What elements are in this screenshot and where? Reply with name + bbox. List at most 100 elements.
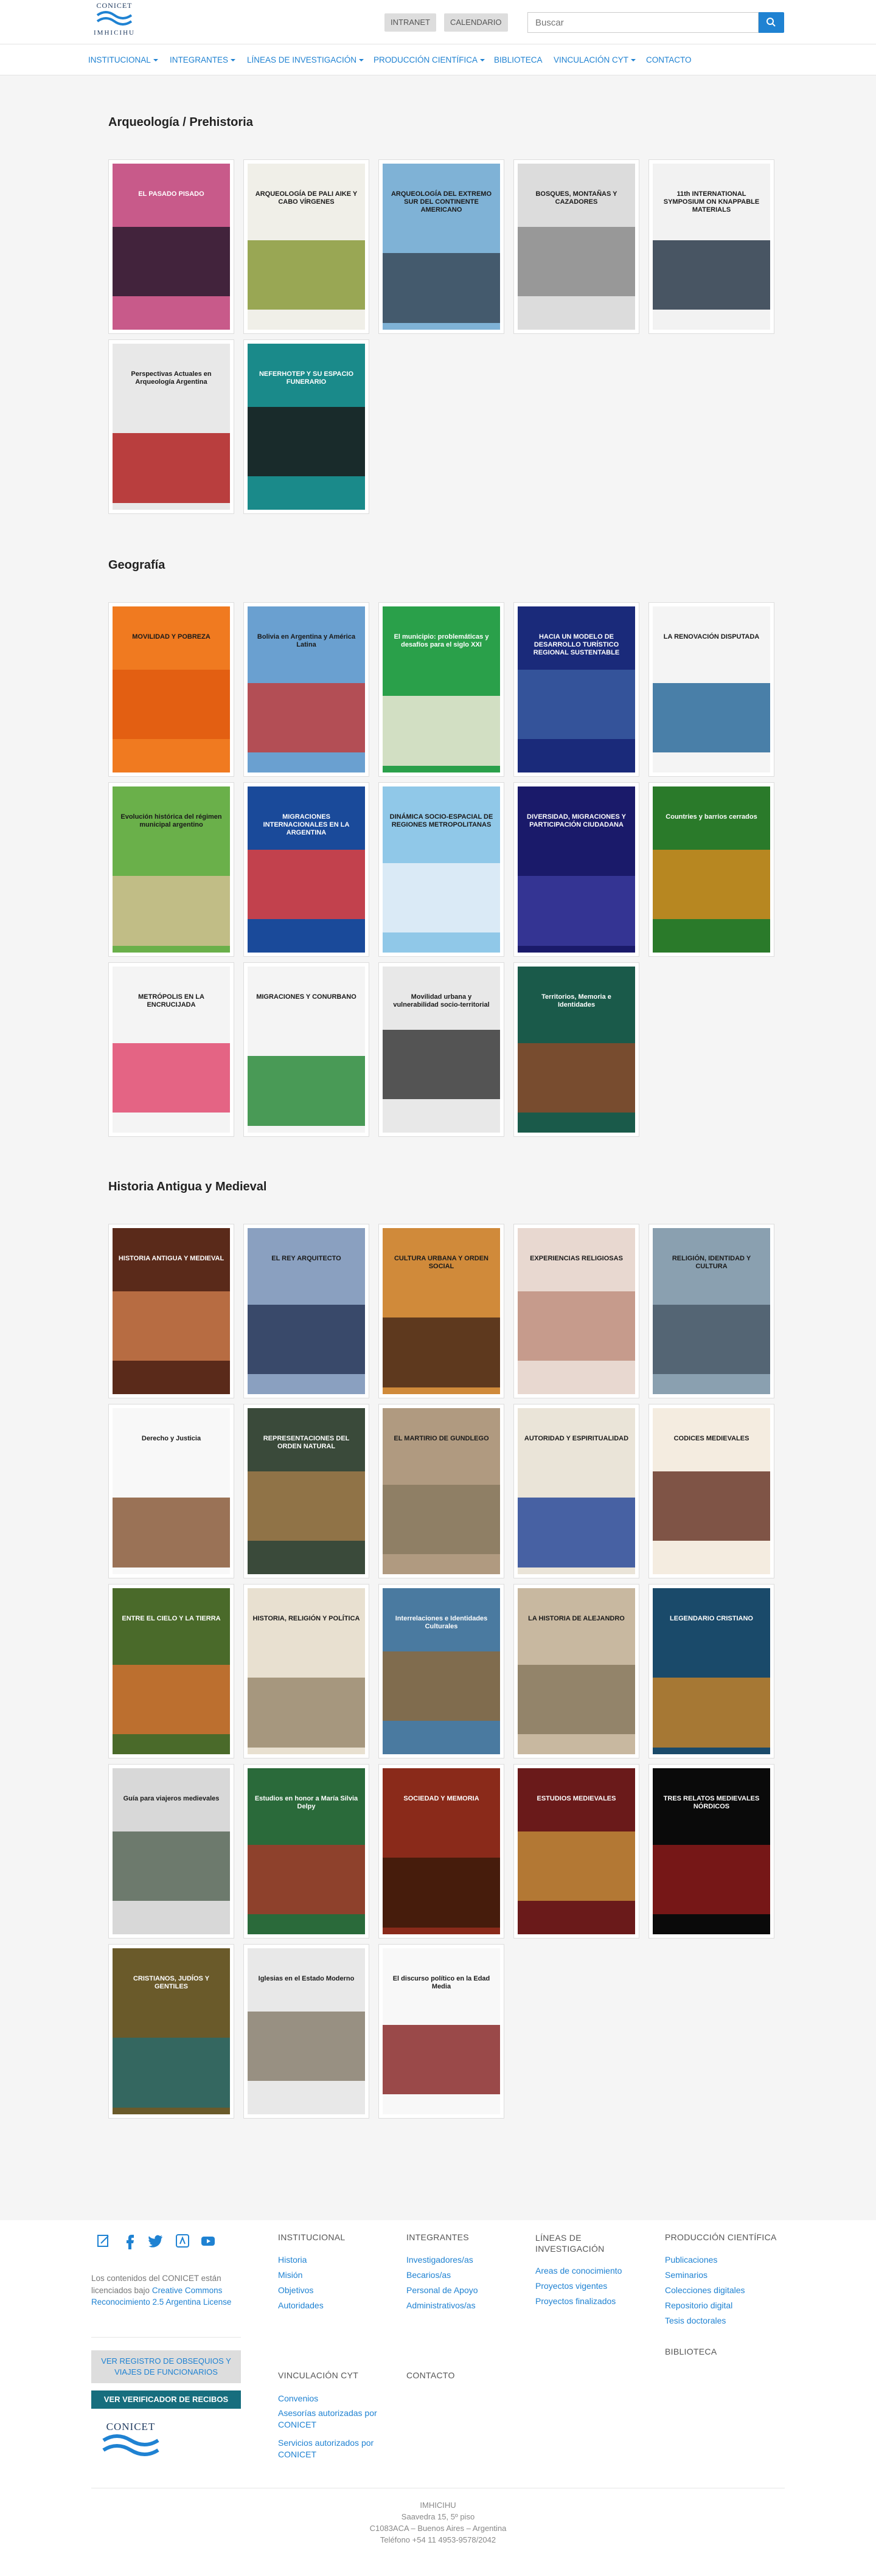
- footer-title-institucional: INSTITUCIONAL: [278, 2232, 346, 2242]
- search-button[interactable]: [759, 12, 784, 33]
- cover-illustration: [383, 1484, 500, 1555]
- book-cover-card[interactable]: LA RENOVACIÓN DISPUTADA: [648, 602, 774, 777]
- footer: Los contenidos del CONICET están licenci…: [0, 2220, 876, 2576]
- app-icon[interactable]: [174, 2232, 191, 2249]
- book-cover-card[interactable]: DINÁMICA SOCIO-ESPACIAL DE REGIONES METR…: [378, 782, 504, 957]
- contacto-title[interactable]: CONTACTO: [406, 2370, 455, 2380]
- cover-illustration: [518, 669, 635, 740]
- book-cover-card[interactable]: NEFERHOTEP Y SU ESPACIO FUNERARIO: [243, 339, 369, 514]
- footer-link[interactable]: Colecciones digitales: [665, 2285, 745, 2295]
- book-cover-card[interactable]: EL REY ARQUITECTO: [243, 1224, 369, 1398]
- address: IMHICIHU Saavedra 15, 5º piso C1083ACA –…: [0, 2500, 876, 2546]
- book-cover-card[interactable]: REPRESENTACIONES DEL ORDEN NATURAL: [243, 1404, 369, 1578]
- book-cover-card[interactable]: CRISTIANOS, JUDÍOS Y GENTILES: [108, 1944, 234, 2119]
- book-cover-card[interactable]: AUTORIDAD Y ESPIRITUALIDAD: [513, 1404, 639, 1578]
- book-cover-card[interactable]: HISTORIA ANTIGUA Y MEDIEVAL: [108, 1224, 234, 1398]
- book-cover-card[interactable]: SOCIEDAD Y MEMORIA: [378, 1764, 504, 1939]
- calendario-button[interactable]: CALENDARIO: [444, 13, 508, 32]
- footer-link[interactable]: Tesis doctorales: [665, 2316, 726, 2325]
- footer-link[interactable]: Proyectos finalizados: [535, 2296, 616, 2306]
- book-cover-card[interactable]: Evolución histórica del régimen municipa…: [108, 782, 234, 957]
- book-cover-card[interactable]: ESTUDIOS MEDIEVALES: [513, 1764, 639, 1939]
- license-link[interactable]: Creative Commons Reconocimiento 2.5 Arge…: [91, 2285, 232, 2307]
- footer-link[interactable]: Autoridades: [278, 2300, 324, 2310]
- book-cover-image: MIGRACIONES Y CONURBANO: [248, 967, 365, 1133]
- book-cover-card[interactable]: Bolivia en Argentina y América Latina: [243, 602, 369, 777]
- book-cover-card[interactable]: Iglesias en el Estado Moderno: [243, 1944, 369, 2119]
- edit-icon[interactable]: [95, 2232, 112, 2249]
- book-cover-card[interactable]: Interrelaciones e Identidades Culturales: [378, 1584, 504, 1758]
- book-cover-card[interactable]: Derecho y Justicia: [108, 1404, 234, 1578]
- footer-link[interactable]: Misión: [278, 2270, 303, 2280]
- book-title: CRISTIANOS, JUDÍOS Y GENTILES: [133, 1974, 210, 1990]
- book-cover-card[interactable]: Movilidad urbana y vulnerabilidad socio-…: [378, 962, 504, 1137]
- footer-link-convenios[interactable]: Convenios: [278, 2394, 319, 2403]
- nav-vinculacion[interactable]: VINCULACIÓN CYT: [554, 44, 636, 76]
- book-cover-card[interactable]: MIGRACIONES Y CONURBANO: [243, 962, 369, 1137]
- registro-obsequios-button[interactable]: VER REGISTRO DE OBSEQUIOS Y VIAJES DE FU…: [91, 2350, 241, 2383]
- book-title: El municipio: problemáticas y desafíos p…: [394, 633, 489, 648]
- logo-top-text: CONICET: [96, 1, 133, 10]
- book-cover-card[interactable]: BOSQUES, MONTAÑAS Y CAZADORES: [513, 159, 639, 334]
- book-cover-card[interactable]: Perspectivas Actuales en Arqueología Arg…: [108, 339, 234, 514]
- footer-link[interactable]: Objetivos: [278, 2285, 314, 2295]
- book-cover-card[interactable]: HISTORIA, RELIGIÓN Y POLÍTICA: [243, 1584, 369, 1758]
- footer-link[interactable]: Personal de Apoyo: [406, 2285, 478, 2295]
- footer-link-asesorias[interactable]: Asesorías autorizadas por CONICET: [278, 2408, 377, 2429]
- conicet-logo[interactable]: CONICET IMHICIHU: [92, 1, 136, 41]
- footer-link-servicios[interactable]: Servicios autorizados por CONICET: [278, 2438, 374, 2459]
- footer-link[interactable]: Areas de conocimiento: [535, 2266, 622, 2276]
- nav-contacto[interactable]: CONTACTO: [646, 44, 692, 76]
- nav-label: BIBLIOTECA: [494, 55, 543, 64]
- nav-produccion[interactable]: PRODUCCIÓN CIENTÍFICA: [374, 44, 485, 76]
- nav-institucional[interactable]: INSTITUCIONAL: [88, 44, 158, 76]
- book-cover-card[interactable]: ENTRE EL CIELO Y LA TIERRA: [108, 1584, 234, 1758]
- book-cover-card[interactable]: MIGRACIONES INTERNACIONALES EN LA ARGENT…: [243, 782, 369, 957]
- book-cover-card[interactable]: METRÓPOLIS EN LA ENCRUCIJADA: [108, 962, 234, 1137]
- book-cover-card[interactable]: Estudios en honor a María Silvia Delpy: [243, 1764, 369, 1939]
- book-cover-card[interactable]: DIVERSIDAD, MIGRACIONES Y PARTICIPACIÓN …: [513, 782, 639, 957]
- book-cover-card[interactable]: Territorios, Memoria e Identidades: [513, 962, 639, 1137]
- biblioteca-title[interactable]: BIBLIOTECA: [665, 2347, 717, 2356]
- footer-link[interactable]: Investigadores/as: [406, 2255, 473, 2265]
- book-cover-card[interactable]: EL MARTIRIO DE GUNDLEGO: [378, 1404, 504, 1578]
- nav-biblioteca[interactable]: BIBLIOTECA: [494, 44, 543, 76]
- footer-link[interactable]: Seminarios: [665, 2270, 708, 2280]
- book-cover-card[interactable]: HACIA UN MODELO DE DESARROLLO TURÍSTICO …: [513, 602, 639, 777]
- book-cover-card[interactable]: CODICES MEDIEVALES: [648, 1404, 774, 1578]
- book-cover-card[interactable]: 11th INTERNATIONAL SYMPOSIUM ON KNAPPABL…: [648, 159, 774, 334]
- footer-link[interactable]: Historia: [278, 2255, 307, 2265]
- book-cover-card[interactable]: EXPERIENCIAS RELIGIOSAS: [513, 1224, 639, 1398]
- footer-link[interactable]: Administrativos/as: [406, 2300, 476, 2310]
- verificador-recibos-button[interactable]: VER VERIFICADOR DE RECIBOS: [91, 2390, 241, 2409]
- book-cover-card[interactable]: RELIGIÓN, IDENTIDAD Y CULTURA: [648, 1224, 774, 1398]
- footer-conicet-logo[interactable]: CONICET: [97, 2421, 164, 2460]
- book-cover-card[interactable]: MOVILIDAD Y POBREZA: [108, 602, 234, 777]
- footer-link[interactable]: Proyectos vigentes: [535, 2281, 608, 2291]
- book-cover-card[interactable]: El discurso político en la Edad Media: [378, 1944, 504, 2119]
- footer-link[interactable]: Repositorio digital: [665, 2300, 733, 2310]
- footer-link[interactable]: Publicaciones: [665, 2255, 718, 2265]
- intranet-button[interactable]: INTRANET: [384, 13, 436, 32]
- nav-integrantes[interactable]: INTEGRANTES: [170, 44, 236, 76]
- book-cover-card[interactable]: ARQUEOLOGÍA DE PALI AIKE Y CABO VÍRGENES: [243, 159, 369, 334]
- book-cover-card[interactable]: LA HISTORIA DE ALEJANDRO: [513, 1584, 639, 1758]
- book-cover-card[interactable]: LEGENDARIO CRISTIANO: [648, 1584, 774, 1758]
- search-input[interactable]: [527, 12, 759, 33]
- book-cover-image: El municipio: problemáticas y desafíos p…: [383, 606, 500, 772]
- book-cover-card[interactable]: TRES RELATOS MEDIEVALES NÓRDICOS: [648, 1764, 774, 1939]
- license-text: Los contenidos del CONICET están licenci…: [91, 2272, 246, 2308]
- twitter-icon[interactable]: [147, 2232, 164, 2249]
- book-cover-card[interactable]: Guía para viajeros medievales: [108, 1764, 234, 1939]
- youtube-icon[interactable]: [200, 2232, 217, 2249]
- footer-link[interactable]: Becarios/as: [406, 2270, 451, 2280]
- cover-illustration: [113, 1043, 230, 1113]
- book-cover-card[interactable]: Countries y barrios cerrados: [648, 782, 774, 957]
- book-cover-card[interactable]: ARQUEOLOGÍA DEL EXTREMO SUR DEL CONTINEN…: [378, 159, 504, 334]
- book-cover-card[interactable]: EL PASADO PISADO: [108, 159, 234, 334]
- book-title: HISTORIA, RELIGIÓN Y POLÍTICA: [252, 1614, 360, 1622]
- nav-lineas[interactable]: LÍNEAS DE INVESTIGACIÓN: [247, 44, 364, 76]
- book-cover-card[interactable]: El municipio: problemáticas y desafíos p…: [378, 602, 504, 777]
- book-cover-card[interactable]: CULTURA URBANA Y ORDEN SOCIAL: [378, 1224, 504, 1398]
- facebook-icon[interactable]: [122, 2232, 139, 2249]
